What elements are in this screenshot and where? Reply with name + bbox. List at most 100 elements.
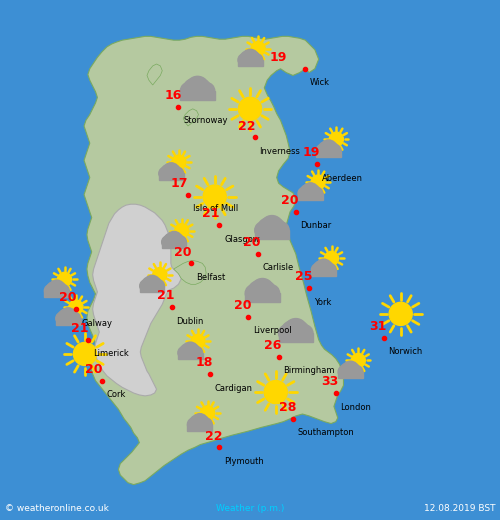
Circle shape: [330, 132, 344, 146]
Circle shape: [264, 381, 287, 404]
Text: 20: 20: [234, 299, 252, 312]
Text: 18: 18: [196, 356, 213, 369]
Bar: [245, 293, 280, 302]
Circle shape: [200, 418, 212, 430]
Bar: [316, 150, 341, 157]
Text: 20: 20: [85, 363, 102, 376]
Circle shape: [200, 406, 214, 420]
Text: 19: 19: [302, 147, 320, 160]
Circle shape: [302, 183, 318, 200]
Circle shape: [266, 219, 285, 238]
Circle shape: [251, 279, 274, 302]
Bar: [338, 372, 363, 378]
Polygon shape: [147, 64, 162, 85]
Circle shape: [172, 155, 186, 169]
Circle shape: [182, 342, 198, 359]
Circle shape: [162, 236, 173, 248]
Circle shape: [180, 344, 194, 358]
Circle shape: [282, 321, 302, 341]
Circle shape: [152, 280, 164, 292]
Circle shape: [48, 280, 65, 297]
Text: London: London: [340, 402, 372, 412]
Circle shape: [263, 285, 280, 302]
Circle shape: [46, 282, 61, 296]
Text: Dublin: Dublin: [176, 317, 204, 326]
Text: Dunbar: Dunbar: [300, 222, 332, 230]
Circle shape: [174, 236, 186, 248]
Text: 20: 20: [174, 245, 191, 258]
Text: 31: 31: [369, 320, 386, 333]
Text: Southampton: Southampton: [298, 428, 354, 437]
Text: 16: 16: [164, 89, 182, 102]
Text: Galway: Galway: [81, 319, 112, 328]
Circle shape: [186, 76, 209, 99]
Circle shape: [74, 342, 96, 366]
Circle shape: [153, 268, 167, 282]
Circle shape: [58, 309, 72, 324]
Text: Plymouth: Plymouth: [224, 457, 264, 466]
Circle shape: [69, 300, 83, 314]
Circle shape: [324, 251, 338, 266]
Bar: [162, 242, 186, 249]
Circle shape: [310, 187, 323, 200]
Text: 20: 20: [244, 236, 261, 249]
Bar: [254, 230, 289, 239]
Text: 28: 28: [278, 401, 296, 414]
Circle shape: [325, 142, 338, 156]
Circle shape: [180, 83, 197, 99]
Circle shape: [140, 280, 152, 292]
Text: 20: 20: [282, 194, 299, 207]
Bar: [44, 291, 69, 297]
Text: Cardigan: Cardigan: [214, 384, 252, 393]
Text: © weatheronline.co.uk: © weatheronline.co.uk: [5, 504, 109, 513]
Circle shape: [166, 231, 182, 248]
Circle shape: [198, 83, 215, 99]
Circle shape: [186, 344, 200, 358]
Text: Glasgow: Glasgow: [224, 235, 260, 244]
Circle shape: [351, 366, 363, 378]
Bar: [180, 91, 215, 100]
Circle shape: [164, 233, 178, 248]
Circle shape: [250, 54, 262, 66]
Circle shape: [238, 97, 262, 120]
Bar: [188, 424, 212, 431]
Text: 21: 21: [70, 322, 88, 335]
Circle shape: [278, 325, 295, 342]
Text: 25: 25: [295, 270, 312, 283]
Text: Norwich: Norwich: [388, 347, 422, 356]
Circle shape: [246, 51, 260, 65]
Circle shape: [60, 308, 76, 324]
Circle shape: [170, 233, 184, 248]
Text: Stornoway: Stornoway: [183, 116, 228, 125]
Circle shape: [300, 185, 314, 199]
Bar: [140, 286, 164, 292]
Text: Birmingham: Birmingham: [284, 367, 335, 375]
Circle shape: [314, 261, 328, 276]
Text: 17: 17: [171, 177, 188, 190]
Circle shape: [64, 310, 78, 323]
Circle shape: [161, 165, 176, 179]
Text: 22: 22: [238, 120, 255, 133]
Circle shape: [298, 187, 310, 200]
Circle shape: [312, 264, 324, 276]
Bar: [178, 353, 203, 359]
Circle shape: [260, 216, 283, 239]
Circle shape: [190, 415, 204, 430]
Circle shape: [191, 334, 205, 348]
Circle shape: [192, 413, 208, 430]
Polygon shape: [84, 36, 344, 485]
Circle shape: [178, 347, 190, 359]
Circle shape: [284, 319, 308, 342]
Circle shape: [159, 167, 171, 179]
Text: 22: 22: [205, 430, 222, 443]
Circle shape: [324, 264, 336, 276]
Text: Aberdeen: Aberdeen: [322, 174, 362, 183]
Text: 21: 21: [202, 207, 220, 220]
Circle shape: [254, 222, 272, 239]
Circle shape: [238, 54, 250, 66]
Circle shape: [175, 224, 189, 238]
Circle shape: [316, 145, 328, 157]
Circle shape: [248, 281, 268, 301]
Circle shape: [68, 313, 80, 324]
Text: Liverpool: Liverpool: [253, 326, 292, 335]
